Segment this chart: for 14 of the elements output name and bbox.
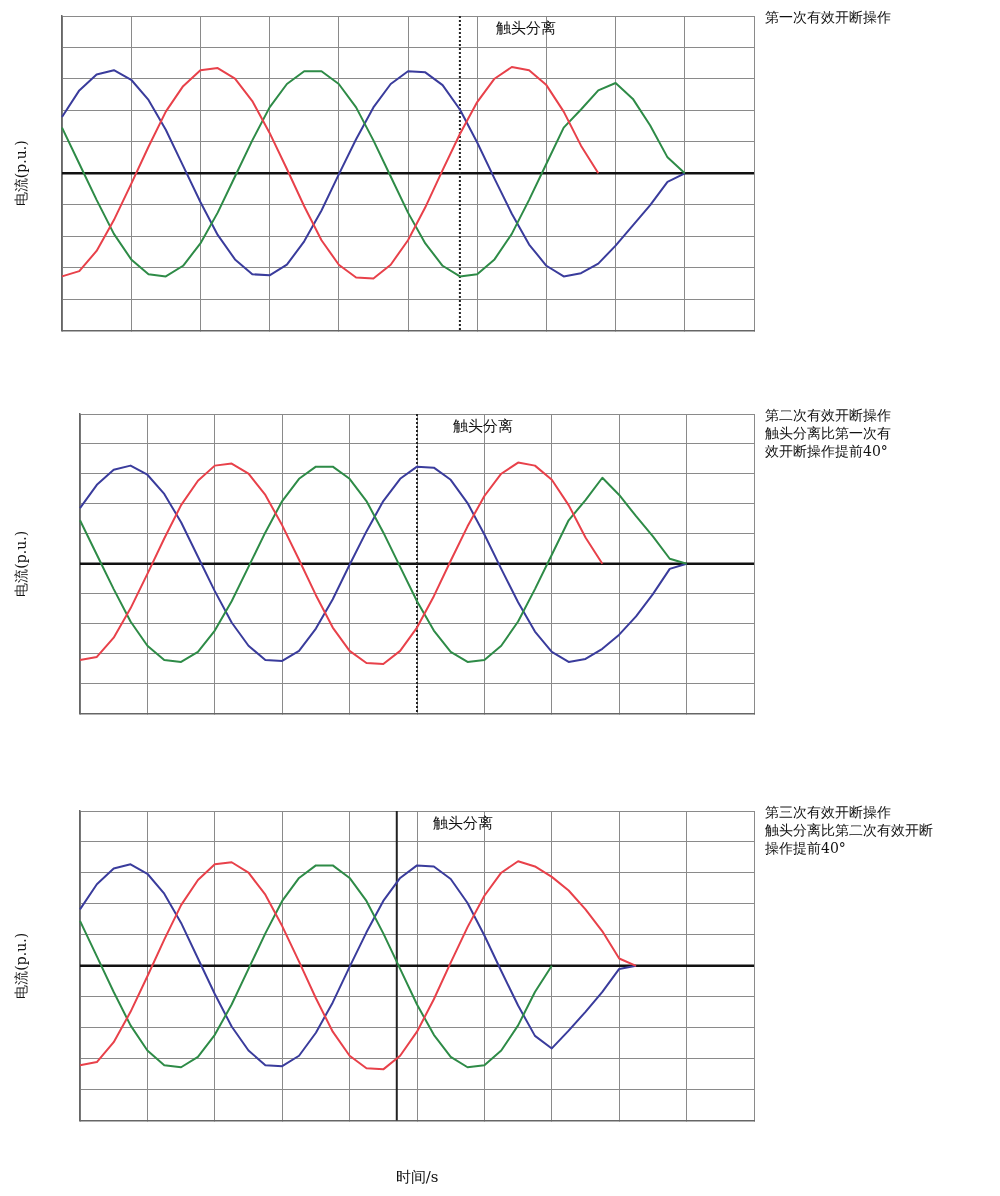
text: 操作提前40° [765, 839, 847, 857]
text: 触头分离比第二次有效开断 [765, 821, 933, 839]
x-axis-title: 时间/s [395, 1167, 439, 1186]
text: 第二次有效开断操作 [765, 406, 891, 424]
y-axis-title: 电流(p.u.) [12, 932, 29, 999]
text: 触头分离比第一次有 [765, 424, 891, 442]
y-axis-title: 电流(p.u.) [12, 140, 29, 207]
text: 第一次有效开断操作 [765, 8, 891, 26]
text: 触头分离 [453, 417, 513, 436]
y-axis-title: 电流(p.u.) [12, 530, 29, 597]
text: 第三次有效开断操作 [765, 803, 892, 821]
text: 触头分离 [495, 19, 556, 38]
text: 效开断操作提前40° [765, 442, 889, 460]
text: 触头分离 [432, 814, 493, 833]
